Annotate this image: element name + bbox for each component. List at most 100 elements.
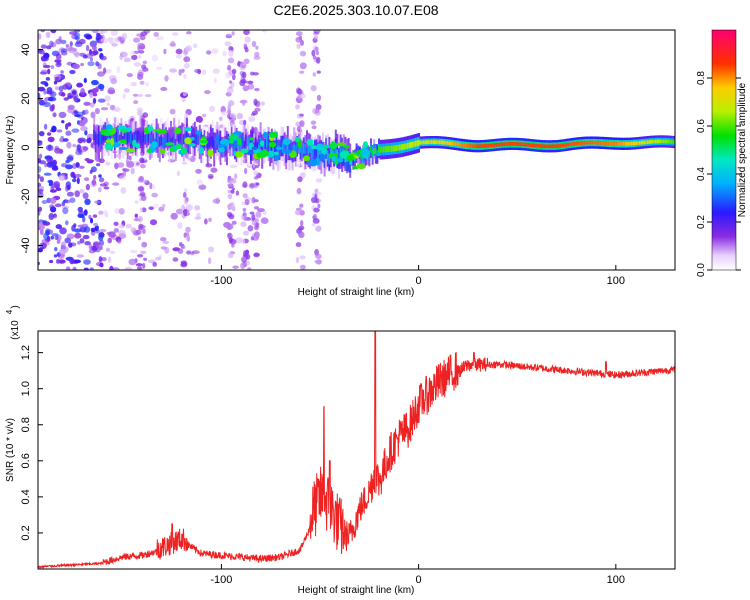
spectrogram-noise-speck (181, 68, 185, 73)
snr-frame (37, 330, 676, 570)
spectrogram-noise-speck (300, 220, 304, 227)
spectrogram-band-cell (427, 140, 430, 144)
spectrogram-noise-speck (106, 231, 113, 235)
spectrogram-noise-speck (72, 163, 77, 169)
spectrogram-band-cell (563, 143, 566, 148)
spectrogram-band-cell (269, 141, 272, 153)
snr-scale-label: (x10 4 ) (5, 305, 21, 339)
spectrogram-noise-speck (228, 237, 234, 243)
spectrogram-noise-speck (82, 215, 86, 223)
spectrogram-band-cell (118, 134, 121, 146)
spectrogram-band-cell (632, 141, 635, 146)
spectrogram-noise-speck (316, 192, 322, 196)
spectrogram-band-cell (406, 142, 409, 149)
spectrogram-noise-speck (257, 208, 265, 213)
spectrogram-noise-speck (97, 98, 106, 103)
spectrogram-noise-speck (67, 104, 75, 110)
spectrogram-noise-speck (109, 250, 116, 254)
spectrogram-band-cell (450, 141, 452, 146)
spectrogram-noise-speck (226, 86, 234, 94)
spectrogram-band-cell (416, 140, 419, 147)
spectrogram-noise-speck (196, 179, 203, 186)
spectrogram-band-cell (422, 140, 425, 145)
spectrogram-y-axis: 40 20 0 -20 -40 (20, 43, 43, 253)
spectrogram-noise-speck (137, 266, 143, 270)
spectrogram-blob (240, 148, 249, 154)
spectrogram-band-cell (246, 136, 249, 147)
spectrogram-noise-speck (314, 193, 318, 199)
spectrogram-blob (125, 148, 136, 153)
spectrogram-band-cell (160, 135, 163, 146)
spectrogram-noise-speck (220, 111, 229, 116)
spectrogram-noise-speck (96, 32, 101, 37)
spectrogram-band-cell (566, 142, 569, 147)
spectrogram-noise-speck (231, 68, 237, 75)
spectrogram-noise-speck (83, 209, 88, 216)
spectrogram-noise-speck (80, 126, 88, 132)
spectrogram-noise-speck (47, 136, 55, 143)
spectrogram-noise-speck (59, 137, 65, 143)
spectrogram-band-cell (315, 147, 318, 158)
spectrogram-noise-speck (183, 191, 187, 199)
spectrogram-noise-speck (207, 173, 214, 179)
spectrogram-band-cell (200, 140, 203, 151)
spectrogram-band-cell (670, 140, 673, 144)
spectrogram-noise-speck (54, 247, 58, 252)
spectrogram-noise-speck (50, 65, 55, 70)
spectrogram-band-cell (277, 144, 280, 156)
spectrogram-noise-speck (218, 116, 223, 122)
spectrogram-noise-speck (169, 42, 177, 47)
spectrogram-noise-speck (99, 245, 103, 250)
spectrogram-band-cell (411, 141, 414, 148)
spectrogram-band-cell (522, 142, 524, 147)
spectrogram-band-cell (614, 141, 617, 146)
spectrogram-band-cell (659, 139, 662, 144)
spectrogram-noise-speck (38, 140, 43, 144)
spectrogram-noise-speck (100, 107, 109, 111)
spectrogram-noise-speck (182, 209, 188, 216)
spectrogram-band-cell (635, 141, 638, 146)
spectrogram-band-cell (490, 143, 492, 148)
snr-x-label: Height of straight line (km) (298, 585, 415, 596)
spectrogram-noise-speck (296, 187, 302, 195)
snr-y-tick-label: 0.8 (20, 417, 32, 432)
spectrogram-noise-speck (242, 71, 247, 79)
spectrogram-band-cell (130, 133, 132, 144)
spectrogram-noise-speck (311, 223, 316, 227)
spectrogram-noise-speck (228, 86, 232, 89)
spectrogram-noise-speck (40, 30, 45, 33)
spectrogram-x-tick-label: -100 (210, 275, 232, 287)
spectrogram-noise-speck (65, 159, 70, 164)
spectrogram-band-cell (454, 142, 457, 146)
spectrogram-noise-speck (72, 51, 81, 56)
spectrogram-band-cell (147, 131, 150, 142)
spectrogram-noise-speck (82, 234, 90, 240)
spectrogram-band-cell (266, 136, 268, 148)
spectrogram-blob (160, 148, 166, 154)
spectrogram-band-cell (128, 132, 131, 143)
spectrogram-noise-speck (156, 66, 163, 70)
spectrogram-noise-speck (235, 190, 240, 196)
spectrogram-noise-speck (49, 197, 57, 205)
spectrogram-noise-speck (181, 161, 188, 165)
spectrogram-band-cell (293, 144, 296, 155)
spectrogram-noise-speck (126, 73, 133, 78)
spectrogram-noise-speck (77, 206, 84, 213)
spectrogram-band-cell (296, 141, 299, 152)
spectrogram-noise-speck (191, 250, 200, 255)
spectrogram-noise-speck (133, 100, 139, 105)
spectrogram-blob (235, 151, 243, 158)
spectrogram-band-cell (626, 142, 628, 146)
spectrogram-band-cell (270, 143, 273, 154)
spectrogram-noise-speck (130, 50, 135, 56)
spectrogram-band-cell (501, 142, 504, 147)
spectrogram-noise-speck (91, 30, 100, 34)
spectrogram-noise-speck (213, 77, 217, 84)
spectrogram-noise-speck (91, 179, 97, 186)
spectrogram-noise-speck (108, 256, 112, 264)
spectrogram-band-cell (589, 140, 592, 145)
spectrogram-noise-speck (183, 74, 187, 80)
spectrogram-band-cell (605, 141, 608, 145)
spectrogram-band-cell (382, 146, 385, 153)
spectrogram-noise-speck (54, 86, 61, 91)
